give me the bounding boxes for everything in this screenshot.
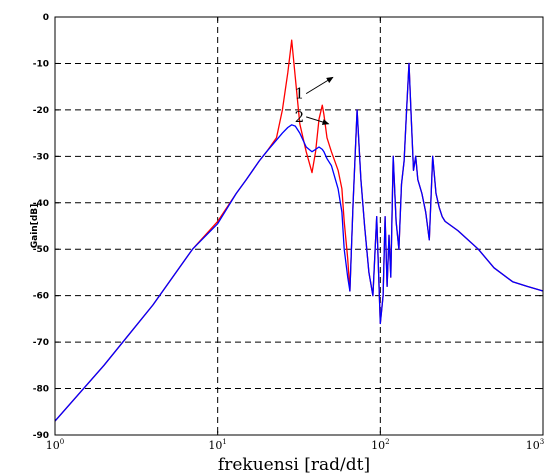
- y-tick-label-5: -50: [33, 245, 49, 255]
- y-ticks: 0 -10 -20 -30 -40 -50 -60 -70 -80 -90: [33, 13, 543, 441]
- plot-frame: [54, 16, 544, 436]
- y-tick-label-8: -80: [33, 385, 49, 395]
- annotation-label-2: 2: [295, 108, 305, 126]
- plot-background: [55, 17, 543, 435]
- x-ticks: 100 101 102 103: [46, 17, 544, 452]
- series-line-2: [54, 62, 544, 422]
- x-tick-label-3: 103: [526, 438, 544, 452]
- x-tick-label-1: 101: [208, 438, 226, 452]
- y-tick-label-7: -70: [33, 338, 49, 348]
- y-tick-label-9: -90: [33, 431, 49, 441]
- y-tick-label-0: 0: [43, 13, 49, 23]
- y-tick-label-1: -10: [33, 59, 49, 69]
- x-axis-label: frekuensi [rad/dt]: [218, 455, 370, 474]
- y-tick-label-6: -60: [33, 292, 49, 302]
- annotations: 12: [295, 76, 334, 126]
- x-tick-label-2: 102: [371, 438, 389, 452]
- annotation-label-1: 1: [295, 85, 305, 103]
- y-tick-label-3: -30: [33, 152, 49, 162]
- series-layer: [54, 39, 544, 422]
- y-tick-label-2: -20: [33, 106, 49, 116]
- y-tick-label-4: -40: [33, 199, 49, 209]
- annotation-arrow-1: [305, 76, 334, 95]
- x-tick-label-0: 100: [46, 438, 64, 452]
- annotation-arrow-2: [306, 116, 330, 125]
- y-axis-label: Gain[dB]: [30, 204, 40, 248]
